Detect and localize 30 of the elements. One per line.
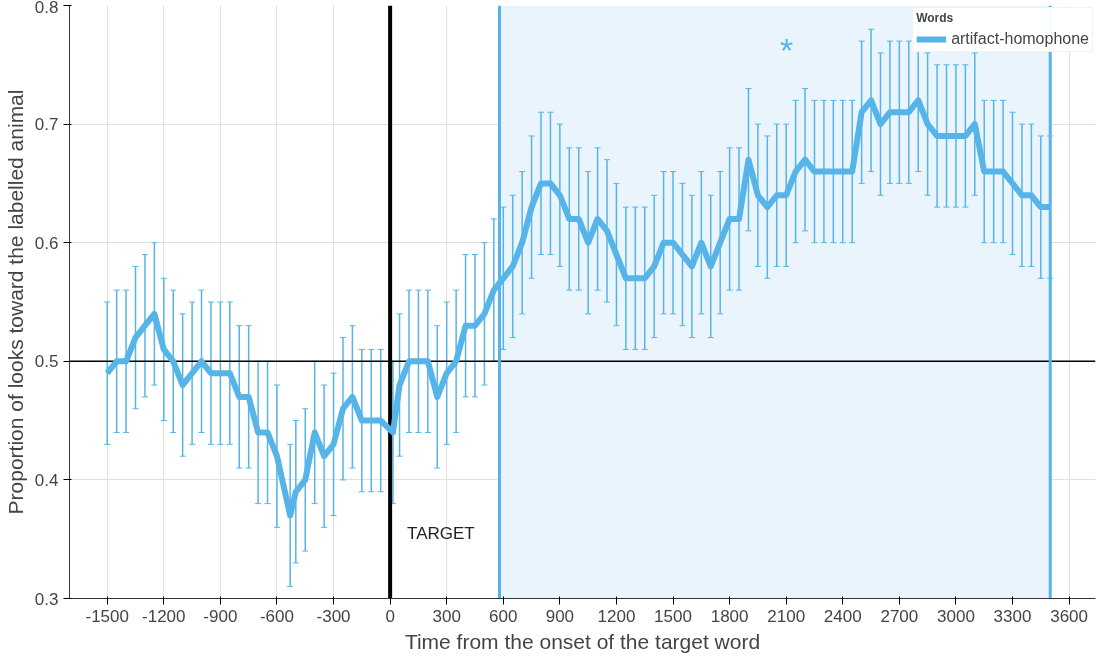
x-axis-title: Time from the onset of the target word	[404, 629, 761, 653]
y-tick-label: 0.4	[34, 470, 59, 490]
x-tick-label: -1200	[142, 606, 186, 626]
x-tick-label: 2100	[767, 606, 806, 626]
y-tick-label: 0.8	[34, 0, 59, 17]
x-tick-label: 3600	[1050, 606, 1089, 626]
x-tick-label: 0	[385, 606, 395, 626]
x-tick-label: 900	[545, 606, 575, 626]
y-axis-title: Proportion of looks toward the labelled animal	[3, 89, 27, 515]
x-tick-label: -1500	[85, 606, 129, 626]
x-tick-label: 2700	[880, 606, 919, 626]
x-tick-label: 1500	[654, 606, 692, 626]
y-tick-label: 0.7	[34, 115, 59, 135]
x-tick-label: 300	[432, 606, 461, 626]
x-tick-label: -300	[316, 606, 351, 626]
y-tick-label: 0.6	[34, 233, 59, 253]
x-tick-label: 1800	[710, 606, 749, 626]
y-tick-label: 0.3	[34, 589, 59, 609]
x-tick-label: 3000	[937, 606, 975, 626]
legend-title: Words	[916, 11, 955, 25]
legend-label: artifact-homophone	[951, 30, 1089, 48]
annotation: *	[780, 30, 794, 69]
y-tick-label: 0.5	[34, 352, 59, 372]
annotation: TARGET	[407, 523, 475, 543]
x-tick-label: -600	[259, 606, 294, 626]
x-tick-label: 600	[489, 606, 518, 626]
x-tick-label: 1200	[597, 606, 636, 626]
x-tick-label: 2400	[823, 606, 862, 626]
x-tick-label: 3300	[993, 606, 1032, 626]
x-tick-label: -900	[203, 606, 238, 626]
